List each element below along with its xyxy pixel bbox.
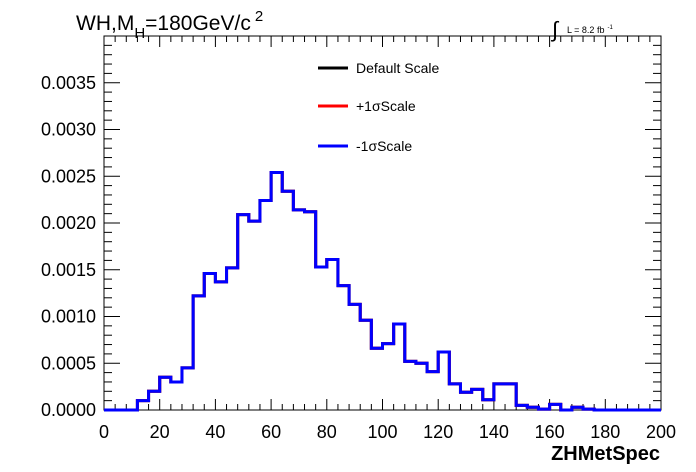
x-tick-label: 80	[317, 422, 337, 442]
y-tick-label: 0.0020	[41, 213, 96, 233]
x-tick-label: 60	[261, 422, 281, 442]
integral-icon: ∫	[550, 17, 560, 42]
legend: Default Scale +1σScale -1σScale	[318, 60, 439, 154]
x-tick-label: 0	[99, 422, 109, 442]
title-main: WH,M	[76, 12, 134, 35]
x-tick-label: 160	[535, 422, 565, 442]
lumi-label: L = 8.2 fb -1	[567, 25, 613, 35]
frame	[103, 35, 662, 411]
x-tick-label: 100	[367, 422, 397, 442]
x-tick-label: 180	[590, 422, 620, 442]
y-tick-label: 0.0005	[41, 353, 96, 373]
x-tick-label: 200	[646, 422, 676, 442]
x-tick-label: 20	[150, 422, 170, 442]
x-tick-label: 120	[423, 422, 453, 442]
y-tick-labels: 0.0000 0.0005 0.0010 0.0015 0.0020 0.0025 0.00…	[41, 73, 96, 420]
lumi-superscript: -1	[607, 25, 613, 31]
x-tick-labels: 0 20 40 60 80 100 120 140 160 180 200	[99, 422, 676, 442]
chart-title: WH,MH=180GeV/c 2	[76, 8, 263, 42]
series-line-1	[104, 171, 661, 412]
title-rest: =180GeV/c	[145, 12, 251, 35]
title-superscript: 2	[255, 8, 263, 25]
series-line-2	[104, 171, 661, 412]
x-axis-label: ZHMetSpec	[551, 443, 660, 465]
y-tick-label: 0.0010	[41, 307, 96, 327]
y-tick-label: 0.0035	[41, 73, 96, 93]
legend-label: -1σScale	[356, 138, 412, 154]
lumi-text: L = 8.2 fb	[567, 25, 604, 35]
x-tick-label: 140	[479, 422, 509, 442]
legend-label: +1σScale	[356, 98, 416, 114]
title-subscript: H	[134, 25, 145, 42]
legend-label: Default Scale	[356, 60, 439, 76]
y-tick-label: 0.0025	[41, 166, 96, 186]
y-axis-ticks	[104, 35, 661, 411]
y-tick-label: 0.0030	[41, 120, 96, 140]
y-tick-label: 0.0000	[41, 400, 96, 420]
x-axis-ticks	[103, 36, 662, 410]
series-lines	[104, 171, 661, 412]
y-tick-label: 0.0015	[41, 260, 96, 280]
series-line-0	[104, 171, 661, 412]
x-tick-label: 40	[205, 422, 225, 442]
